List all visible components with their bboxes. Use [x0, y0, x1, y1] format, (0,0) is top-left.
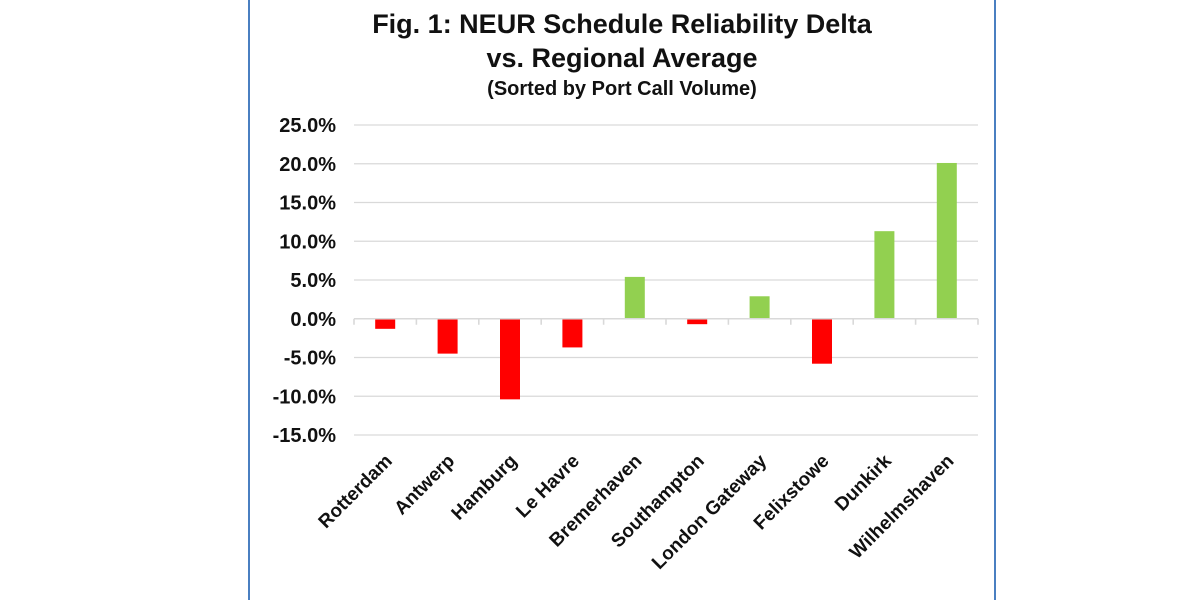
bar-antwerp — [437, 318, 458, 354]
y-tick-label: -5.0% — [284, 348, 336, 370]
x-tick-label: Hamburg — [448, 451, 522, 525]
bars — [375, 162, 957, 400]
y-tick-label: 0.0% — [290, 309, 336, 331]
bar-rotterdam — [375, 318, 396, 329]
bar-dunkirk — [874, 231, 895, 319]
bar-felixstowe — [812, 318, 832, 364]
y-tick-label: -10.0% — [273, 386, 337, 408]
x-tick-label: Wilhelmshaven — [846, 451, 959, 564]
x-tick-label: Dunkirk — [831, 450, 896, 515]
chart-subtitle: (Sorted by Port Call Volume) — [487, 78, 757, 100]
y-tick-label: 15.0% — [279, 193, 336, 215]
bar-le-havre — [562, 318, 583, 348]
y-axis-ticks: 25.0% 20.0% 15.0% 10.0% 5.0% 0.0% -5.0% -10.0% -… — [273, 115, 337, 447]
x-tick-label: London Gateway — [648, 450, 771, 573]
y-tick-label: -15.0% — [273, 425, 337, 447]
bar-bremerhaven — [624, 276, 645, 319]
gridlines — [354, 124, 978, 436]
y-tick-label: 20.0% — [279, 154, 336, 176]
bar-southampton — [687, 318, 708, 325]
bar-wilhelmshaven — [936, 162, 957, 319]
figure-frame — [248, 0, 996, 600]
bar-london-gateway — [749, 296, 770, 319]
chart-title-line2: vs. Regional Average — [486, 43, 757, 73]
y-tick-label: 10.0% — [279, 231, 336, 253]
x-axis — [353, 317, 979, 325]
y-tick-label: 25.0% — [279, 115, 336, 137]
x-tick-label: Rotterdam — [315, 451, 397, 533]
y-tick-label: 5.0% — [290, 270, 336, 292]
bar-hamburg — [500, 318, 520, 400]
chart-title-line1: Fig. 1: NEUR Schedule Reliability Delta — [372, 9, 873, 39]
